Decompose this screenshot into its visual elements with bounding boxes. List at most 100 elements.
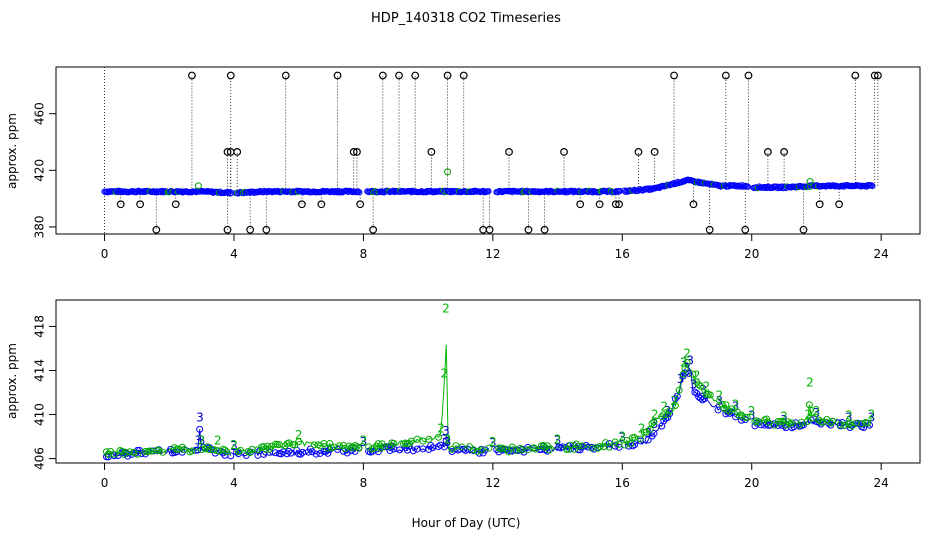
data-point (836, 421, 844, 429)
data-point (260, 189, 267, 196)
point-label: 3 (690, 378, 698, 392)
data-point (110, 450, 118, 458)
data-point (755, 418, 763, 426)
data-point (596, 443, 604, 451)
data-point (697, 394, 705, 402)
point-label: 2 (618, 429, 626, 443)
data-point (425, 435, 433, 443)
data-point (245, 188, 252, 196)
data-point (539, 441, 547, 449)
data-point (605, 443, 613, 451)
x-tick-label: 12 (485, 476, 500, 490)
data-point (778, 421, 786, 429)
data-point (293, 187, 301, 194)
outlier-point (298, 200, 306, 209)
x-tick-label: 8 (360, 247, 368, 261)
data-point (205, 446, 213, 454)
data-point (236, 189, 243, 196)
data-point (519, 187, 526, 194)
data-point (788, 419, 796, 427)
outlier-point (705, 225, 714, 234)
data-point (827, 419, 835, 427)
data-point (118, 188, 125, 195)
data-point (611, 438, 619, 446)
data-point (765, 418, 773, 426)
point-label: 2 (845, 408, 853, 422)
data-point (544, 188, 551, 195)
data-point (675, 386, 683, 394)
outlier-point (356, 200, 365, 209)
outlier-point (317, 200, 326, 209)
data-point (202, 445, 210, 453)
point-label: 3 (442, 424, 450, 438)
point-label: 3 (699, 383, 707, 397)
y-tick-label: 380 (33, 215, 47, 238)
data-point (436, 441, 444, 449)
outlier-point (650, 148, 659, 156)
data-point (671, 401, 679, 409)
data-point (308, 448, 316, 456)
data-point (815, 416, 823, 424)
data-point (434, 433, 442, 441)
data-point (543, 442, 551, 450)
data-point (104, 189, 112, 196)
data-point (195, 187, 202, 194)
point-label: 3 (716, 394, 724, 408)
outlier-point (540, 225, 549, 234)
data-point (113, 187, 121, 194)
y-tick-label: 406 (33, 447, 47, 470)
outlier-point (226, 71, 235, 80)
data-point (173, 187, 181, 195)
point-label: 3 (489, 436, 497, 450)
x-tick-label: 24 (874, 476, 889, 490)
data-point (726, 409, 734, 417)
data-point (660, 411, 668, 419)
data-point (631, 441, 639, 449)
data-point (650, 418, 658, 426)
data-point (805, 182, 813, 189)
data-point (530, 444, 538, 452)
data-point (570, 442, 578, 450)
data-point (126, 448, 134, 456)
data-point (741, 416, 749, 424)
data-point (644, 436, 652, 444)
data-point (134, 450, 142, 458)
data-point (542, 188, 549, 195)
point-label: 2 (780, 409, 788, 423)
data-point (334, 189, 341, 196)
data-point (454, 189, 462, 196)
data-point (485, 444, 493, 452)
data-point (159, 448, 167, 456)
outlier-point (262, 225, 271, 234)
data-point (424, 187, 431, 195)
data-point (112, 188, 119, 196)
point-label: 2 (808, 405, 816, 419)
data-point (462, 446, 470, 454)
data-point (448, 445, 456, 453)
data-point (588, 188, 595, 195)
outlier-point (459, 71, 468, 80)
outlier-point (246, 225, 255, 234)
x-tick-label: 24 (874, 247, 889, 261)
point-label: 2 (440, 367, 448, 381)
data-point (223, 188, 230, 196)
plot-frame (55, 66, 921, 235)
data-point (806, 178, 814, 186)
point-label: 3 (440, 433, 448, 447)
data-point (396, 446, 404, 454)
outlier-point (485, 225, 494, 234)
data-point (442, 437, 450, 445)
point-label: 2 (638, 422, 646, 436)
data-point (615, 443, 623, 451)
data-point (691, 388, 699, 396)
data-point (273, 188, 280, 195)
data-point (697, 382, 705, 390)
outlier-point (505, 148, 513, 156)
data-point (473, 447, 481, 455)
x-tick-label: 20 (744, 476, 759, 490)
data-point (355, 188, 362, 195)
data-point (374, 440, 382, 448)
point-label: 3 (748, 408, 756, 422)
